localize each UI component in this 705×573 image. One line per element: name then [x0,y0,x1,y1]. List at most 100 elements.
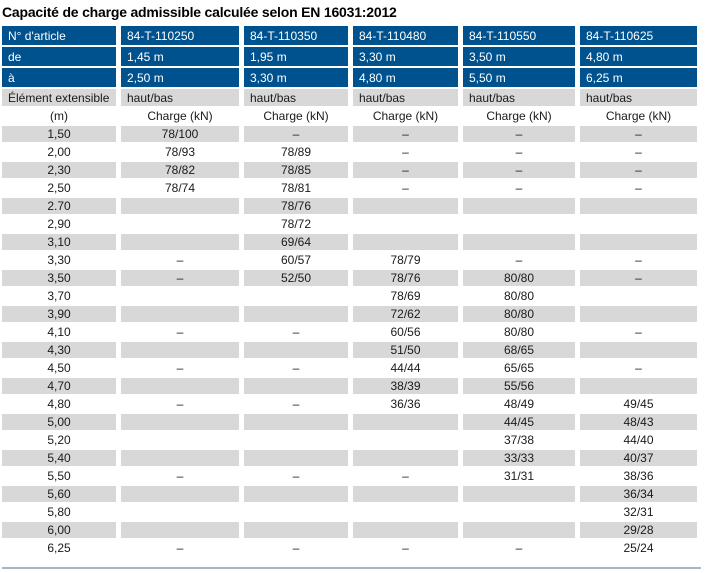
load-cell [463,234,575,250]
load-cell: 80/80 [463,306,575,322]
load-cell: 36/34 [580,486,697,502]
to-value-cell: 5,50 m [463,68,575,87]
table-row: 5,00 44/45 48/43 [2,414,697,430]
length-cell: 3,10 [2,234,116,250]
length-cell: 6,25 [2,540,116,556]
load-cell: 68/65 [463,342,575,358]
load-cell: 31/31 [463,468,575,484]
from-value-cell: 1,95 m [244,47,348,66]
length-cell: 2,30 [2,162,116,178]
load-cell: – [580,252,697,268]
load-cell: 65/65 [463,360,575,376]
table-row: 3,10 69/64 [2,234,697,250]
load-cell [121,504,239,520]
load-cell: 80/80 [463,288,575,304]
load-cell: 38/39 [353,378,458,394]
load-cell [353,432,458,448]
table-row: 6,25– – – –25/24 [2,540,697,556]
load-cell: 80/80 [463,270,575,286]
table-row: 4,30 51/50 68/65 [2,342,697,358]
load-cell: 29/28 [580,522,697,538]
table-row: 2,00 78/93 78/89– – – [2,144,697,160]
load-cell [121,288,239,304]
load-cell [121,216,239,232]
load-cell [121,378,239,394]
charge-header-cell: Charge (kN) [244,108,348,124]
load-cell [580,378,697,394]
load-cell: 52/50 [244,270,348,286]
unit-label: (m) [2,108,116,124]
load-cell [244,378,348,394]
load-cell: 78/76 [353,270,458,286]
table-row: 5,50– – –31/31 38/36 [2,468,697,484]
load-cell: – [463,162,575,178]
table-row: 4,10– –60/56 80/80– [2,324,697,340]
load-cell: 60/56 [353,324,458,340]
page-title: Capacité de charge admissible calculée s… [2,4,397,20]
haut-bas-cell: haut/bas [244,89,348,106]
length-cell: 5,50 [2,468,116,484]
length-cell: 5,20 [2,432,116,448]
to-value-cell: 2,50 m [121,68,239,87]
load-cell: 44/44 [353,360,458,376]
table-row: 2.70 78/76 [2,198,697,214]
length-cell: 5,40 [2,450,116,466]
length-cell: 4,10 [2,324,116,340]
bottom-rule [2,567,701,569]
from-value-cell: 4,80 m [580,47,697,66]
table-row: 3,70 78/69 80/80 [2,288,697,304]
table-row: 5,80 32/31 [2,504,697,520]
element-extensible-label: Élément extensible [2,89,116,106]
header-row-a: à 2,50 m 3,30 m 4,80 m 5,50 m 6,25 m [2,68,697,87]
load-cell: – [121,360,239,376]
from-value-cell: 1,45 m [121,47,239,66]
load-cell [244,486,348,502]
load-cell: – [353,126,458,142]
charge-header-cell: Charge (kN) [353,108,458,124]
load-cell [580,288,697,304]
load-cell: – [353,540,458,556]
load-cell [244,288,348,304]
load-cell [353,450,458,466]
load-capacity-table: N° d'article 84-T-110250 84-T-110350 84-T-1… [0,24,702,558]
load-cell [121,414,239,430]
load-cell [121,432,239,448]
load-cell: 78/100 [121,126,239,142]
load-cell [121,342,239,358]
article-number-cell: 84-T-110350 [244,26,348,45]
load-cell: 78/79 [353,252,458,268]
load-cell: 78/76 [244,198,348,214]
load-cell: – [580,126,697,142]
load-cell: – [121,252,239,268]
table-row: 2,50 78/74 78/81– – – [2,180,697,196]
load-cell: – [121,396,239,412]
load-cell: 60/57 [244,252,348,268]
load-cell: 49/45 [580,396,697,412]
to-value-cell: 3,30 m [244,68,348,87]
load-cell [244,306,348,322]
load-cell [580,234,697,250]
table-row: 1,50 78/100– – – – [2,126,697,142]
load-cell [580,342,697,358]
table-body: N° d'article 84-T-110250 84-T-110350 84-T-1… [2,26,697,556]
load-cell [353,414,458,430]
length-cell: 4,70 [2,378,116,394]
charge-header-cell: Charge (kN) [580,108,697,124]
charge-header-cell: Charge (kN) [121,108,239,124]
load-cell: – [121,324,239,340]
haut-bas-cell: haut/bas [580,89,697,106]
load-cell [244,432,348,448]
load-cell: – [244,360,348,376]
article-number-cell: 84-T-110480 [353,26,458,45]
load-cell: 33/33 [463,450,575,466]
load-cell: 78/72 [244,216,348,232]
load-cell [244,414,348,430]
length-cell: 3,30 [2,252,116,268]
length-cell: 4,50 [2,360,116,376]
load-cell: 51/50 [353,342,458,358]
load-cell: 80/80 [463,324,575,340]
to-value-cell: 6,25 m [580,68,697,87]
load-cell [463,504,575,520]
load-cell: 37/38 [463,432,575,448]
load-cell: 36/36 [353,396,458,412]
